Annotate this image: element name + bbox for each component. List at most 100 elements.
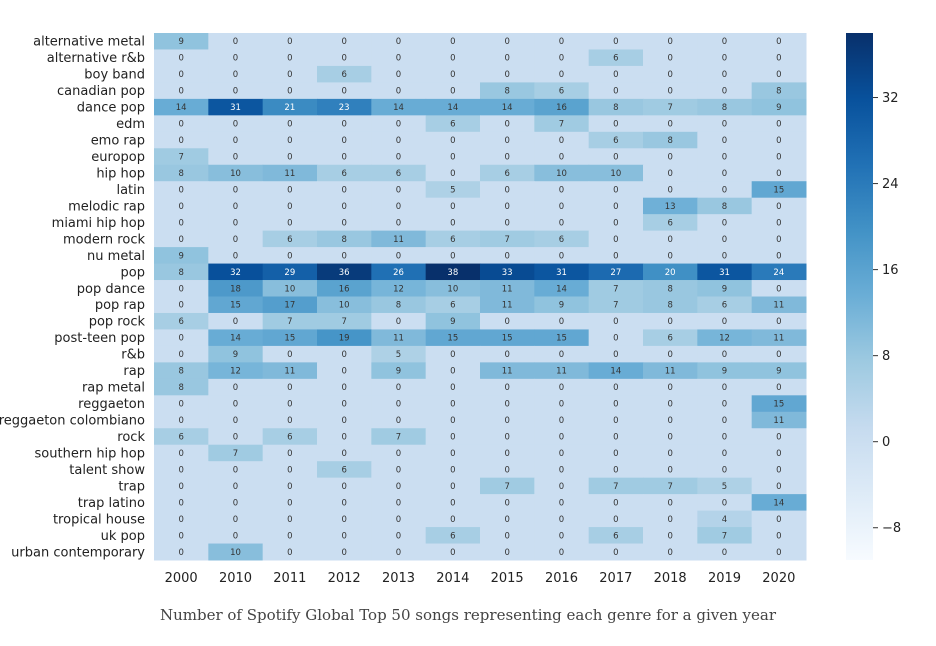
heatmap-cell [262,49,318,67]
heatmap-cell [317,33,372,50]
cell-value-label: 0 [667,400,672,410]
x-tick-label: 2013 [382,571,415,586]
cell-value-label: 10 [284,284,295,294]
cell-value-label: 0 [559,383,564,393]
y-tick-label: pop [121,265,145,280]
heatmap-cell [751,82,807,100]
heatmap-cell [208,33,264,50]
cell-value-label: 0 [178,54,183,64]
cell-value-label: 0 [396,54,401,64]
heatmap-cell [262,280,318,297]
cell-value-label: 0 [233,251,238,261]
heatmap-cell [371,181,427,199]
cell-value-label: 0 [559,218,564,228]
cell-value-label: 6 [450,120,455,130]
cell-value-label: 10 [230,548,241,558]
cell-value-label: 0 [559,185,564,195]
cell-value-label: 0 [667,465,672,475]
x-axis-labels: 2000 2010 2011 2012 2013 2014 2015 2016 2017 2018… [165,571,796,586]
cell-value-label: 0 [178,284,183,294]
cell-value-label: 0 [450,548,455,558]
cell-value-label: 0 [396,482,401,492]
heatmap-cell [425,214,481,232]
heatmap-cell [588,131,644,149]
cell-value-label: 6 [559,235,564,245]
cell-value-label: 0 [613,317,618,327]
cell-value-label: 6 [396,169,401,179]
heatmap-cell [262,477,318,495]
cell-value-label: 0 [559,400,564,410]
heatmap-cell [425,329,481,347]
cell-value-label: 0 [178,70,183,80]
x-tick-label: 2012 [328,571,361,586]
cell-value-label: 0 [504,531,509,541]
cell-value-label: 7 [613,301,618,311]
cell-value-label: 0 [396,251,401,261]
cell-value-label: 6 [667,218,672,228]
cell-value-label: 0 [233,70,238,80]
cell-value-label: 9 [722,284,727,294]
heatmap-cell [588,461,644,479]
heatmap-cell [588,49,644,67]
cell-value-label: 0 [450,153,455,163]
chart-caption: Number of Spotify Global Top 50 songs re… [159,606,777,624]
heatmap-cell [154,115,209,133]
heatmap-cell [643,214,698,232]
cell-value-label: 0 [178,515,183,525]
cell-value-label: 6 [667,334,672,344]
heatmap-cell [371,197,427,215]
cell-value-label: 0 [450,202,455,212]
heatmap-cell [208,214,264,232]
heatmap-cell [262,494,318,512]
cell-value-label: 16 [556,103,567,113]
heatmap-cell [371,82,427,100]
heatmap-cell [262,148,318,166]
heatmap-cell [697,82,753,100]
heatmap-cell [480,296,535,314]
heatmap-cell [425,263,481,281]
cell-value-label: 0 [722,432,727,442]
cell-value-label: 0 [178,218,183,228]
cell-value-label: 0 [504,136,509,146]
y-tick-label: nu metal [87,249,145,264]
cell-value-label: 0 [776,548,781,558]
cell-value-label: 27 [610,268,621,278]
cell-value-label: 0 [613,334,618,344]
cell-value-label: 0 [233,531,238,541]
heatmap-cell [534,280,590,297]
cell-value-label: 0 [667,251,672,261]
heatmap-cell [643,98,698,116]
heatmap-cell [534,312,590,330]
heatmap-cell [751,477,807,495]
heatmap-cell [154,543,209,561]
cell-value-label: 15 [284,334,295,344]
heatmap-cell [643,49,698,67]
cell-value-label: 20 [665,268,676,278]
heatmap-cell [154,411,209,429]
y-tick-label: europop [91,150,145,165]
heatmap-cell [154,527,209,545]
cell-value-label: 0 [559,416,564,426]
cell-value-label: 7 [667,482,672,492]
heatmap-cell [751,428,807,446]
heatmap-cell [262,312,318,330]
cell-value-label: 0 [667,498,672,508]
heatmap-cell [262,33,318,50]
heatmap-cell [425,49,481,67]
heatmap-cell [317,82,372,100]
cell-value-label: 9 [178,251,183,261]
cell-value-label: 0 [450,251,455,261]
heatmap-cell [588,65,644,83]
heatmap-cell [371,263,427,281]
heatmap-cell [697,296,753,314]
heatmap-cell [262,378,318,396]
cell-value-label: 8 [613,103,618,113]
heatmap-cell [425,230,481,248]
cell-value-label: 0 [776,383,781,393]
cell-value-label: 0 [233,87,238,97]
cell-value-label: 0 [287,465,292,475]
heatmap-cell [751,65,807,83]
heatmap-cell [480,428,535,446]
heatmap-cell [425,115,481,133]
heatmap-cell [534,148,590,166]
